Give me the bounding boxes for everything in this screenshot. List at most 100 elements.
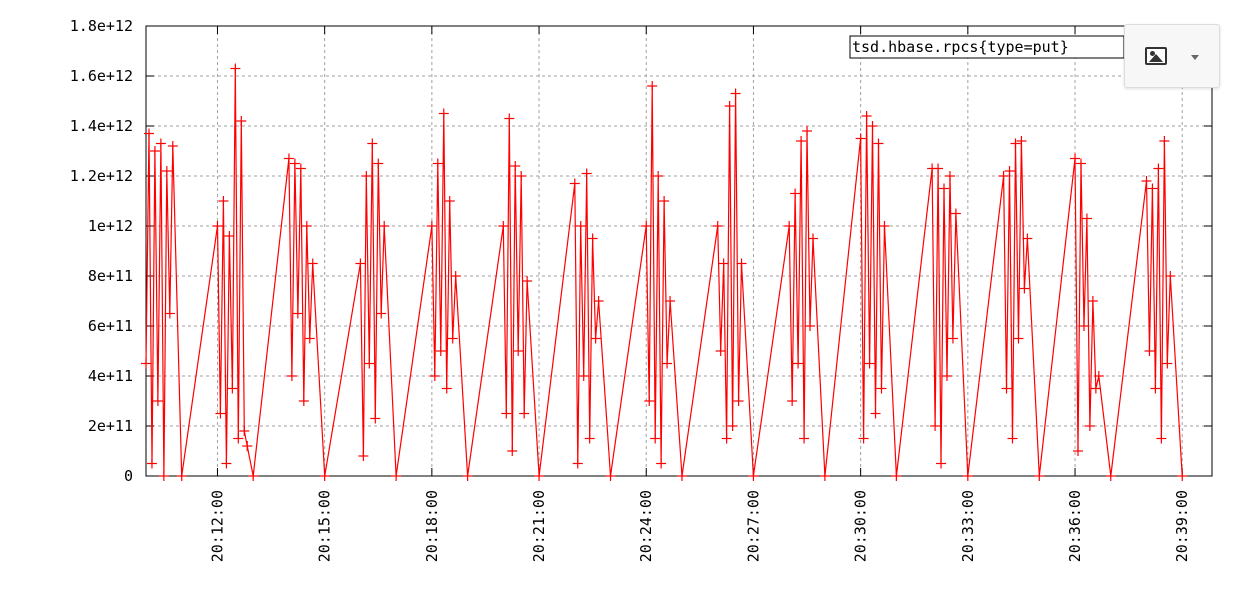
data-point <box>584 433 595 444</box>
data-point <box>283 153 294 164</box>
data-point <box>513 346 524 356</box>
image-menu-button[interactable] <box>1124 24 1220 88</box>
data-point <box>1019 283 1030 294</box>
data-point <box>1141 176 1152 186</box>
data-point <box>962 471 973 481</box>
data-point <box>447 333 458 344</box>
data-point <box>998 171 1009 181</box>
data-point <box>212 221 223 231</box>
data-point <box>1165 271 1176 281</box>
data-point <box>224 231 235 241</box>
y-tick-label: 6e+11 <box>88 317 133 335</box>
data-point <box>787 396 798 406</box>
data-point <box>391 471 402 481</box>
data-point <box>947 333 958 344</box>
x-axis: 20:12:00 20:15:00 20:18:00 20:21:00 20:24:00… <box>208 26 1191 562</box>
data-point <box>665 296 676 306</box>
data-point <box>149 146 160 156</box>
data-point <box>295 163 306 174</box>
data-point <box>721 433 732 444</box>
data-point <box>248 471 259 481</box>
data-point <box>790 188 801 199</box>
series-layer <box>141 63 1188 481</box>
data-point <box>715 346 726 356</box>
y-tick-label: 1.6e+12 <box>70 67 133 85</box>
data-point <box>242 441 253 451</box>
data-point <box>143 128 154 139</box>
data-point <box>519 408 530 419</box>
data-point <box>659 196 670 206</box>
data-point <box>730 88 741 99</box>
data-point <box>587 233 598 244</box>
data-point <box>301 221 312 231</box>
data-point <box>575 221 586 231</box>
x-tick-label: 20:33:00 <box>959 490 977 562</box>
data-point <box>748 471 759 481</box>
data-point <box>784 221 795 231</box>
data-point <box>522 276 533 286</box>
data-point <box>358 451 369 461</box>
legend-label: tsd.hbase.rpcs{type=put} <box>852 38 1069 56</box>
data-point <box>855 133 866 144</box>
y-axis: 0 2e+11 4e+11 6e+11 8e+11 1e+12 1.2e+12 1.4e+12… <box>70 17 1212 485</box>
data-point <box>1016 136 1027 146</box>
data-point <box>1081 213 1092 224</box>
data-point <box>1150 383 1161 394</box>
data-point <box>462 471 473 481</box>
data-point <box>864 358 875 369</box>
data-point <box>939 183 950 194</box>
y-tick-label: 1.4e+12 <box>70 117 133 135</box>
data-point <box>1147 183 1158 194</box>
data-point <box>802 126 813 136</box>
data-point <box>429 371 440 381</box>
data-point <box>641 221 652 231</box>
image-icon <box>1145 47 1167 65</box>
data-point <box>498 221 509 231</box>
x-tick-label: 20:39:00 <box>1173 490 1191 562</box>
data-point <box>364 358 375 369</box>
data-point <box>176 471 187 481</box>
data-point <box>367 138 378 149</box>
data-point <box>298 396 309 406</box>
data-point <box>450 271 461 281</box>
data-point <box>1007 433 1018 444</box>
data-point <box>376 308 387 319</box>
data-point <box>644 396 655 406</box>
data-point <box>578 371 589 381</box>
data-point <box>1010 138 1021 149</box>
data-point <box>510 161 521 171</box>
data-point <box>656 458 667 469</box>
data-point <box>1159 136 1170 146</box>
data-point <box>507 446 518 456</box>
data-point <box>155 138 166 149</box>
data-point <box>930 421 941 431</box>
data-point <box>712 221 723 231</box>
data-point <box>944 171 955 181</box>
y-tick-label: 1e+12 <box>88 217 133 235</box>
data-point <box>733 396 744 406</box>
data-point <box>289 158 300 169</box>
data-point <box>373 158 384 169</box>
data-point <box>218 196 229 206</box>
data-point <box>435 346 446 356</box>
data-point <box>501 408 512 419</box>
data-point <box>167 141 178 151</box>
data-point <box>1070 153 1081 164</box>
x-tick-label: 20:21:00 <box>530 490 548 562</box>
data-point <box>796 136 807 146</box>
data-point <box>569 178 580 189</box>
data-point <box>891 471 902 481</box>
data-point <box>319 471 330 481</box>
data-point <box>593 296 604 306</box>
data-point <box>1153 163 1164 174</box>
data-point <box>1013 333 1024 344</box>
y-tick-label: 0 <box>124 467 133 485</box>
data-point <box>1075 158 1086 169</box>
data-point <box>361 171 372 181</box>
data-point <box>438 108 449 119</box>
data-point <box>1087 296 1098 306</box>
data-point <box>286 371 297 381</box>
data-point <box>799 433 810 444</box>
data-point <box>950 208 961 219</box>
